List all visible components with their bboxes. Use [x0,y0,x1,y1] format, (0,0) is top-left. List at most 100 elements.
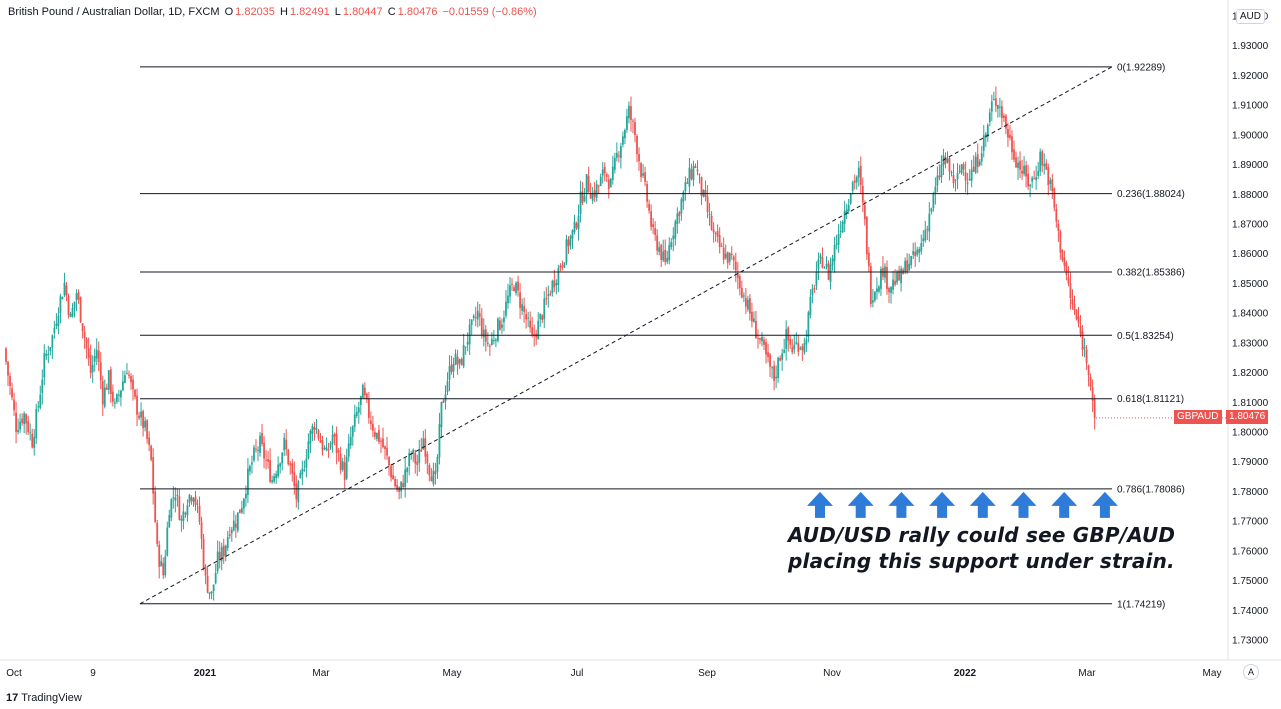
x-tick-label: Nov [823,668,841,679]
candle-down [1021,170,1023,174]
candle-up [585,174,588,194]
candle-down [1075,309,1078,320]
y-tick-label: 1.78000 [1232,487,1269,498]
candle-up [940,164,943,178]
candle-up [621,136,624,145]
candle-up [896,271,898,283]
candle-up [684,182,687,192]
candle-down [1053,188,1056,208]
candle-down [1041,151,1044,166]
candle-up [188,494,191,503]
y-tick-label: 1.83000 [1232,338,1269,349]
candle-down [269,459,271,482]
candle-up [692,166,695,181]
tradingview-logo[interactable]: 17 TradingView [6,692,82,704]
candle-down [906,260,909,272]
candle-up [998,106,1001,108]
candle-up [728,252,731,262]
candle-up [676,213,679,225]
candle-up [924,229,927,241]
candle-up [444,394,447,402]
candle-down [567,239,570,247]
candle-down [1079,326,1082,334]
up-arrow-icon [807,491,833,518]
currency-badge[interactable]: AUD [1235,9,1265,24]
candle-down [773,365,775,381]
candle-down [801,346,804,351]
candle-up [990,101,993,112]
candle-down [1093,399,1096,418]
candle-up [968,178,971,181]
candle-up [331,434,334,444]
candle-down [597,185,600,187]
up-arrow-icon [1051,491,1078,518]
candle-down [105,387,108,390]
candle-down [541,315,544,321]
candle-down [972,166,975,172]
candle-up [688,167,691,187]
y-tick-label: 1.73000 [1232,636,1269,647]
candle-up [724,253,727,258]
candle-down [690,169,693,179]
auto-scale-button[interactable]: A [1243,664,1259,680]
candle-up [45,353,48,356]
candle-up [1037,171,1040,176]
candle-up [115,394,118,402]
candle-up [974,156,977,173]
candle-up [515,282,517,294]
candle-down [222,545,225,557]
candle-up [124,375,126,383]
fib-trend-line[interactable] [139,66,1113,605]
candle-up [626,116,628,130]
candle-up [849,193,852,204]
annotation-line-2: placing this support under strain. [788,549,1175,573]
candle-down [190,497,193,501]
candle-up [837,233,840,245]
candle-down [202,538,205,568]
candle-up [628,105,630,119]
candle-up [670,241,673,248]
candle-up [355,411,358,416]
candle-down [238,509,241,513]
candle-up [454,353,457,365]
candle-up [51,335,54,348]
candle-down [646,184,648,202]
y-tick-label: 1.87000 [1232,220,1269,231]
candle-down [660,244,663,260]
candle-down [136,395,138,415]
candle-down [587,175,590,193]
up-arrow-icon [1091,491,1118,518]
candle-down [382,438,384,448]
fib-level-label: 1(1.74219) [1117,599,1165,610]
candle-down [200,522,203,539]
candle-down [474,317,477,319]
candle-up [140,411,142,418]
candle-down [1005,115,1007,129]
candle-down [581,191,584,203]
symbol-description: British Pound / Australian Dollar, 1D, F… [8,6,220,18]
candle-down [1081,331,1084,350]
candle-down [1061,250,1064,261]
candle-down [853,180,856,183]
candle-up [579,191,582,215]
x-tick-label: Oct [6,668,22,679]
candle-down [384,446,386,450]
candle-down [511,283,513,285]
candle-down [821,257,824,268]
candle-up [912,250,915,255]
candle-down [545,298,548,300]
candle-down [1071,299,1074,305]
candle-up [966,182,969,184]
candle-up [619,146,622,158]
candle-down [263,442,265,459]
candle-up [547,294,550,296]
candle-up [311,426,314,434]
candle-up [996,104,999,109]
candle-down [813,287,816,289]
candle-down [561,265,564,267]
candle-up [353,414,356,427]
candle-up [486,342,489,344]
candle-up [210,591,213,594]
candle-down [5,348,7,362]
